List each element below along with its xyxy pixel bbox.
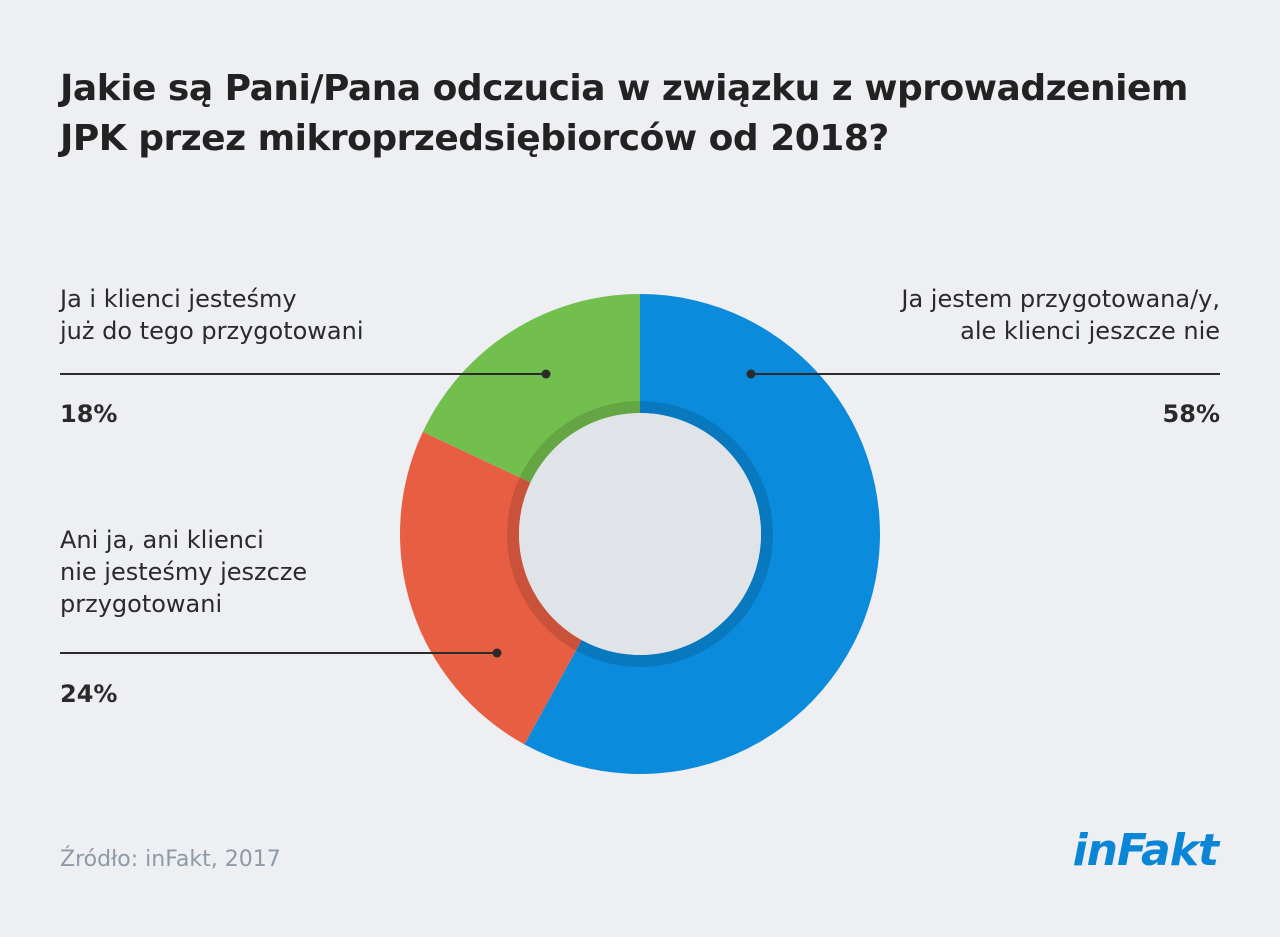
slice-nobody-prepared — [399, 431, 582, 745]
chart-title-line-1: Jakie są Pani/Pana odczucia w związku z … — [60, 68, 1188, 109]
legend-label-nobody-prepared-line-2: nie jesteśmy jeszcze — [60, 558, 308, 586]
infakt-logo: inFakt — [1072, 825, 1219, 876]
slice-nobody-prepared-inner-band — [507, 477, 582, 651]
legend-label-nobody-prepared: Ani ja, ani klienci nie jesteśmy jeszcze… — [60, 524, 307, 620]
legend-label-prepared-clients-not: Ja jestem przygotowana/y, ale klienci je… — [901, 283, 1220, 347]
data-label-nobody-prepared: 24% — [60, 680, 118, 708]
slice-all-prepared — [422, 294, 640, 483]
legend-label-nobody-prepared-line-3: przygotowani — [60, 590, 223, 618]
slice-all-prepared-inner-band — [519, 401, 640, 483]
slice-prepared-clients-not — [524, 294, 880, 774]
legend-label-prepared-clients-not-line-1: Ja jestem przygotowana/y, — [901, 285, 1220, 313]
legend-label-nobody-prepared-line-1: Ani ja, ani klienci — [60, 526, 264, 554]
source-note: Źródło: inFakt, 2017 — [60, 847, 281, 872]
donut-center — [519, 413, 761, 655]
data-label-prepared-clients-not: 58% — [1162, 400, 1220, 428]
legend-label-all-prepared-line-2: już do tego przygotowani — [60, 317, 364, 345]
legend-label-all-prepared-line-1: Ja i klienci jesteśmy — [60, 285, 297, 313]
chart-title: Jakie są Pani/Pana odczucia w związku z … — [60, 64, 1210, 164]
chart-title-line-2: JPK przez mikroprzedsiębiorców od 2018? — [60, 118, 889, 159]
leader-dot-nobody-prepared — [492, 648, 502, 658]
legend-label-all-prepared: Ja i klienci jesteśmy już do tego przygo… — [60, 283, 364, 347]
data-label-all-prepared: 18% — [60, 400, 118, 428]
leader-dot-prepared-clients-not — [746, 369, 756, 379]
legend-label-prepared-clients-not-line-2: ale klienci jeszcze nie — [960, 317, 1220, 345]
leader-dot-all-prepared — [541, 369, 551, 379]
